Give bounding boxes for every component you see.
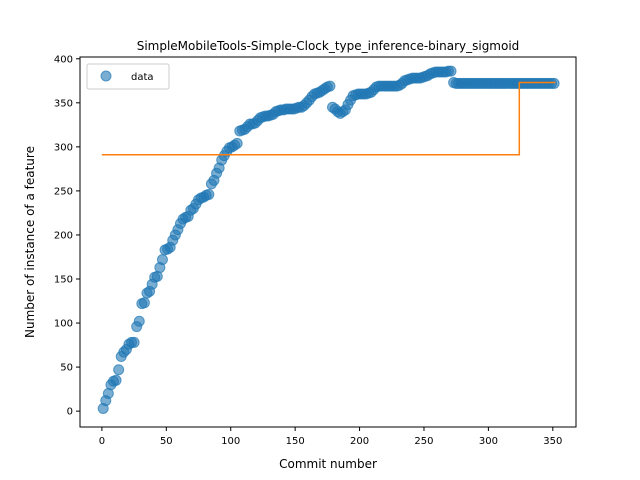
data-point (548, 77, 560, 89)
fit-line (101, 81, 556, 156)
legend-marker-data (100, 70, 112, 82)
x-tick-label: 0 (99, 436, 105, 447)
data-point (133, 315, 145, 327)
data-point (445, 65, 457, 77)
data-point (203, 188, 215, 200)
y-tick-label: 350 (54, 98, 73, 109)
x-tick-label: 200 (350, 436, 369, 447)
y-tick-label: 200 (54, 230, 73, 241)
x-tick-label: 350 (543, 436, 562, 447)
x-tick-label: 100 (221, 436, 240, 447)
x-tick-label: 150 (286, 436, 305, 447)
legend-box (86, 63, 170, 90)
x-tick-label: 50 (160, 436, 173, 447)
data-point (128, 336, 140, 348)
legend-label-data: data (131, 72, 154, 83)
data-point (113, 364, 125, 376)
plot-frame (79, 56, 577, 428)
y-tick-label: 100 (54, 319, 73, 330)
y-tick-label: 50 (60, 363, 73, 374)
x-tick-label: 250 (414, 436, 433, 447)
y-tick-label: 0 (67, 407, 73, 418)
chart-title: SimpleMobileTools-Simple-Clock_type_infe… (137, 39, 520, 53)
data-point (156, 254, 168, 266)
data-point (324, 80, 336, 92)
x-axis-label: Commit number (279, 457, 377, 471)
plot-layer (97, 65, 560, 414)
x-tick-label: 300 (479, 436, 498, 447)
y-axis-label: Number of instance of a feature (23, 146, 37, 338)
y-tick-label: 150 (54, 275, 73, 286)
data-point (231, 137, 243, 149)
legend: data (86, 63, 170, 90)
data-point (110, 374, 122, 386)
ticks-layer: 0 50 100 150 200 250 300 350 0 50 100 150 200 250 300 3… (54, 54, 562, 447)
y-tick-label: 400 (54, 54, 73, 65)
data-point (138, 297, 150, 309)
y-tick-label: 250 (54, 186, 73, 197)
y-tick-label: 300 (54, 142, 73, 153)
